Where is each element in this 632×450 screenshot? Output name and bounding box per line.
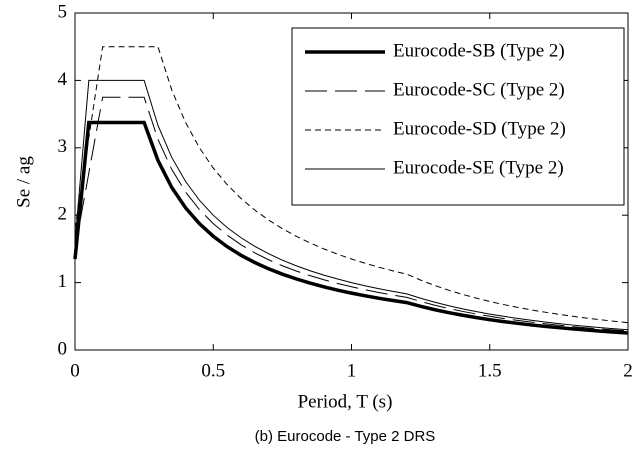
legend-box	[291, 27, 625, 206]
legend-label: Eurocode-SC (Type 2)	[393, 79, 565, 100]
series-line	[73, 120, 629, 335]
legend-label: Eurocode-SD (Type 2)	[393, 118, 566, 139]
y-axis-label: Se / ag	[13, 156, 34, 208]
y-tick-label: 3	[58, 136, 68, 157]
y-tick-label: 2	[58, 204, 68, 225]
caption: (b) Eurocode - Type 2 DRS	[255, 428, 436, 445]
y-tick-label: 1	[58, 271, 68, 292]
x-axis-label: Period, T (s)	[298, 391, 393, 412]
legend-label: Eurocode-SE (Type 2)	[393, 157, 564, 178]
series-line	[74, 79, 629, 331]
x-tick-label: 1.5	[478, 360, 502, 381]
series-line	[74, 46, 629, 324]
series-line	[74, 96, 629, 332]
y-tick-label: 4	[58, 69, 68, 90]
x-tick-label: 1	[347, 360, 357, 381]
y-tick-label: 5	[58, 1, 68, 22]
x-tick-label: 2	[623, 360, 632, 381]
y-tick-label: 0	[58, 338, 68, 359]
legend-label: Eurocode-SB (Type 2)	[393, 40, 565, 61]
x-tick-label: 0	[70, 360, 80, 381]
x-tick-label: 0.5	[201, 360, 225, 381]
